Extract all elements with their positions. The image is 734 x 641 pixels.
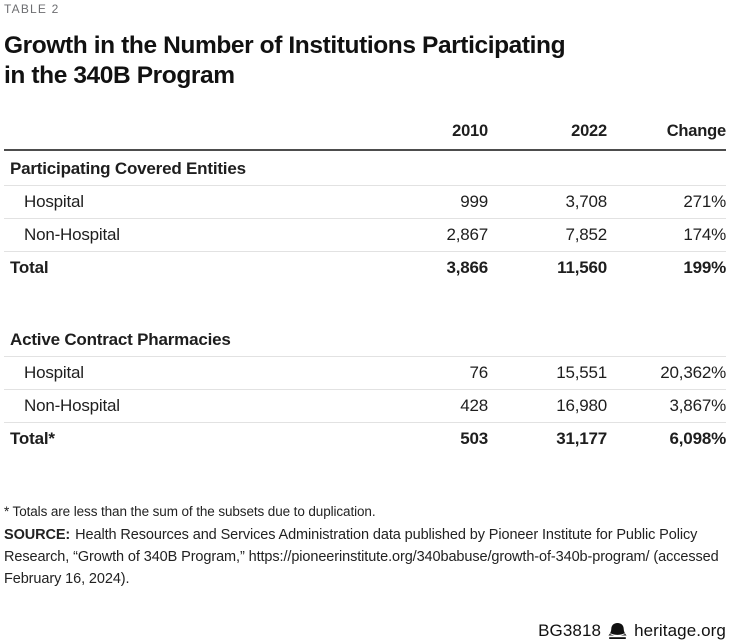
value-2010: 999: [368, 185, 488, 219]
row-label: Non-Hospital: [4, 389, 368, 423]
section-header-contract-pharmacies: Active Contract Pharmacies: [4, 322, 726, 357]
page-title-line-1: Growth in the Number of Institutions Par…: [4, 32, 566, 59]
total-change: 199%: [683, 258, 726, 277]
row-label: Non-Hospital: [4, 218, 368, 252]
total-label: Total: [10, 258, 49, 277]
total-row-contract-pharmacies: Total* 503 31,177 6,098%: [4, 423, 726, 456]
liberty-bell-icon: [608, 623, 627, 639]
source-text: Health Resources and Services Administra…: [4, 527, 719, 587]
total-2010: 3,866: [446, 258, 488, 277]
section-header-label: Active Contract Pharmacies: [4, 322, 726, 357]
value-2022: 15,551: [488, 356, 607, 390]
section-header-label: Participating Covered Entities: [4, 150, 726, 186]
footnote: * Totals are less than the sum of the su…: [4, 504, 376, 519]
total-2010: 503: [460, 429, 488, 448]
table-row: Hospital 76 15,551 20,362%: [4, 356, 726, 390]
table-row: Hospital 999 3,708 271%: [4, 185, 726, 219]
page-title-line-2: in the 340B Program: [4, 62, 235, 89]
site-name: heritage.org: [634, 621, 726, 640]
row-label: Hospital: [4, 356, 368, 390]
row-label: Hospital: [4, 185, 368, 219]
value-change: 174%: [607, 218, 726, 252]
section-header-covered-entities: Participating Covered Entities: [4, 150, 726, 186]
total-2022: 31,177: [556, 429, 607, 448]
page-title: Growth in the Number of Institutions Par…: [4, 31, 730, 91]
source-note: SOURCE: Health Resources and Services Adm…: [4, 524, 730, 590]
column-header-2022: 2022: [488, 116, 607, 151]
table-row: Non-Hospital 428 16,980 3,867%: [4, 389, 726, 423]
value-2010: 76: [368, 356, 488, 390]
table-row: Non-Hospital 2,867 7,852 174%: [4, 218, 726, 252]
value-2010: 428: [368, 389, 488, 423]
value-change: 20,362%: [607, 356, 726, 390]
footer-credit: BG3818 heritage.org: [4, 621, 726, 641]
source-label: SOURCE:: [4, 527, 71, 543]
section-spacer: [4, 284, 726, 322]
document-id: BG3818: [538, 621, 602, 640]
value-change: 271%: [607, 185, 726, 219]
column-header-change: Change: [607, 116, 726, 151]
table-number-label: TABLE 2: [4, 2, 60, 16]
column-header-empty: [4, 116, 368, 151]
value-2022: 16,980: [488, 389, 607, 423]
column-header-2010: 2010: [368, 116, 488, 151]
page: TABLE 2 Growth in the Number of Institut…: [4, 2, 730, 640]
total-row-covered-entities: Total 3,866 11,560 199%: [4, 252, 726, 285]
total-2022: 11,560: [557, 258, 607, 277]
value-2010: 2,867: [368, 218, 488, 252]
growth-table: 2010 2022 Change Participating Covered E…: [4, 116, 726, 455]
value-2022: 7,852: [488, 218, 607, 252]
value-change: 3,867%: [607, 389, 726, 423]
value-2022: 3,708: [488, 185, 607, 219]
total-label: Total*: [10, 429, 55, 448]
total-change: 6,098%: [669, 429, 727, 448]
table-header-row: 2010 2022 Change: [4, 116, 726, 151]
